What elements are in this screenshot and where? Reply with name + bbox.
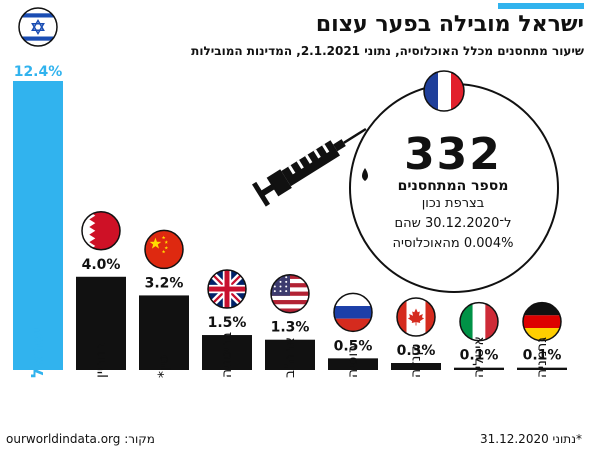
germany-flag-icon: [522, 301, 562, 342]
russia-flag-icon: [333, 292, 373, 333]
category-label-2: בחריין: [93, 343, 109, 378]
category-label-4: בריטניה: [219, 332, 235, 378]
bar-4: [202, 335, 252, 370]
category-label-1: ישראל: [28, 327, 48, 378]
bar-6: [328, 358, 378, 370]
israel-flag-icon: [18, 7, 58, 47]
callout-line-1: בצרפת נכון: [421, 196, 485, 211]
bar-9: [517, 367, 567, 370]
category-label-7: קנדה: [408, 346, 424, 378]
china-flag-icon: [144, 229, 184, 270]
value-label-4: 1.5%: [208, 315, 247, 331]
page-title: ישראל מובילה בפער עצום: [315, 12, 584, 37]
value-label-6: 0.5%: [334, 338, 373, 354]
uk-flag-icon: [207, 269, 247, 309]
value-label-9: 0.1%: [523, 348, 562, 364]
canada-flag-icon: [396, 297, 436, 337]
value-label-5: 1.3%: [271, 320, 310, 336]
bar-7: [391, 363, 441, 370]
footnote: *נתוני 31.12.2020: [480, 432, 582, 446]
callout-number: 332: [404, 129, 502, 180]
droplet-icon: [362, 168, 368, 181]
page-subtitle: שיעור מתחסנים מכלל האוכלוסיה, נתוני 2.1.…: [191, 44, 584, 58]
category-label-9: גרמניה: [534, 337, 550, 378]
category-label-6: רוסיה: [345, 345, 361, 378]
bar-8: [454, 367, 504, 370]
france-callout: 332 מספר המתחסנים בצרפת נכון ל־30.12.202…: [348, 132, 558, 254]
value-label-2: 4.0%: [82, 257, 121, 273]
bahrain-flag-icon: [81, 211, 121, 251]
source-credit: מקור: ourworldindata.org: [6, 432, 155, 446]
category-label-5: ארה"ב: [282, 337, 298, 378]
accent-bar: [498, 3, 584, 9]
bar-2: [76, 276, 126, 370]
italy-flag-icon: [459, 301, 499, 342]
syringe-icon: [252, 127, 367, 207]
callout-label: מספר המתחסנים: [397, 178, 509, 194]
value-label-3: 3.2%: [145, 275, 184, 291]
callout-line-2: ל־30.12.2020 שהם: [394, 216, 512, 231]
value-label-1: 12.4%: [14, 64, 63, 80]
callout-line-3: 0.004% מהאוכלוסיה: [392, 236, 514, 251]
france-flag-icon: [423, 70, 465, 112]
usa-flag-icon: [270, 273, 310, 314]
category-label-3: סין*: [156, 355, 172, 378]
bar-3: [139, 295, 189, 370]
bar-1: [13, 81, 63, 370]
value-label-8: 0.1%: [460, 348, 499, 364]
category-label-8: איטליה: [471, 336, 487, 378]
value-label-7: 0.3%: [397, 343, 436, 359]
bar-5: [265, 339, 315, 370]
